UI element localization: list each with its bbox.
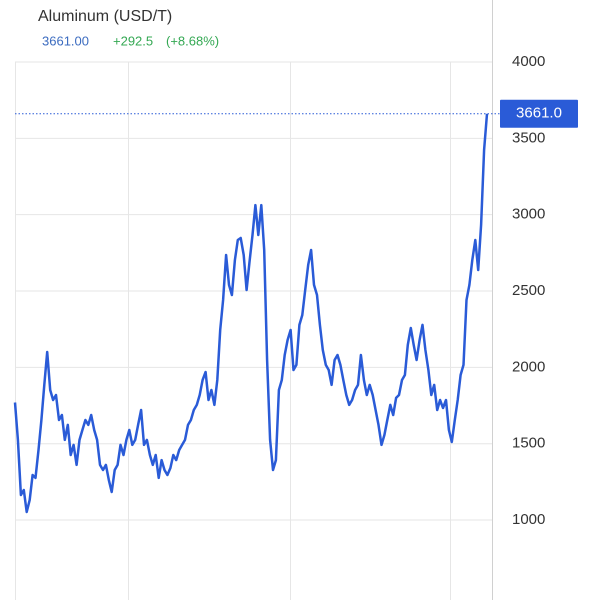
line [13, 113, 489, 514]
y-tick-label: 3000 [512, 206, 545, 223]
change-percent: (+8.68%) [166, 33, 219, 48]
y-tick-label: 2500 [512, 282, 545, 299]
change: +292.5 [113, 33, 153, 48]
y-tick-label: 3500 [512, 129, 545, 146]
vertical-grid [15, 0, 493, 600]
y-tick-label: 4000 [512, 53, 545, 70]
price: 3661.00 [42, 33, 89, 48]
y-tick-label: 2000 [512, 358, 545, 375]
chart-title: Aluminum (USD/T) [38, 8, 172, 25]
last-value-label: 3661.0 [516, 105, 562, 122]
y-tick-label: 1500 [512, 435, 545, 452]
last-value-box [500, 99, 578, 128]
y-tick-label: 1000 [512, 511, 545, 528]
